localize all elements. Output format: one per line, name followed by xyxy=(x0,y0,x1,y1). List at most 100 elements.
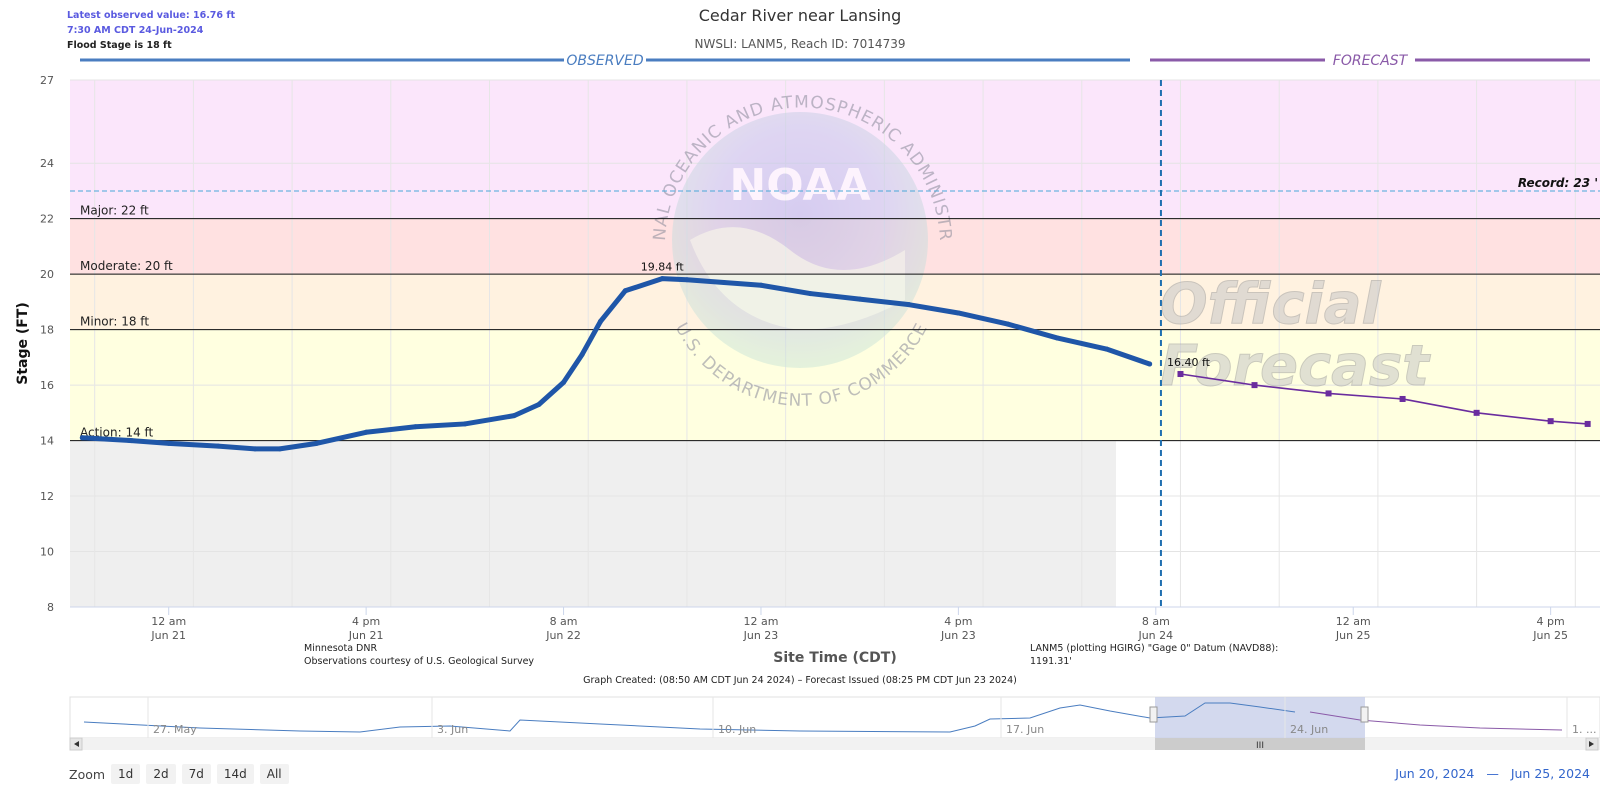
observed-point xyxy=(166,440,172,446)
x-tick-label: 8 am xyxy=(550,615,578,628)
graph-created-note: Graph Created: (08:50 AM CDT Jun 24 2024… xyxy=(583,675,1017,686)
x-tick-label: 12 am xyxy=(151,615,186,628)
y-tick-label: 27 xyxy=(40,74,54,87)
y-tick-label: 14 xyxy=(40,435,54,448)
latest-time: 7:30 AM CDT 24-Jun-2024 xyxy=(67,25,204,36)
navigator-date-label: 24. Jun xyxy=(1290,723,1328,736)
observed-point xyxy=(758,282,764,288)
scroll-right-icon[interactable] xyxy=(1589,741,1594,747)
observed-point xyxy=(906,302,912,308)
y-tick-label: 22 xyxy=(40,213,54,226)
navigator-date-label: 10. Jun xyxy=(718,723,756,736)
x-tick-date-label: Jun 25 xyxy=(1532,629,1568,642)
section-headers: OBSERVED FORECAST xyxy=(80,50,1590,70)
observed-point xyxy=(79,435,85,441)
forecast-point xyxy=(1325,390,1332,397)
zoom-label: Zoom xyxy=(69,766,106,782)
below-action-band xyxy=(70,440,1116,607)
zoom-controls: Zoom 1d 2d 7d 14d All xyxy=(69,764,289,784)
navigator-date-label: 17. Jun xyxy=(1006,723,1044,736)
x-tick-date-label: Jun 22 xyxy=(545,629,581,642)
zoom-2d-button[interactable]: 2d xyxy=(146,764,176,784)
observed-point xyxy=(857,296,863,302)
observed-point xyxy=(462,421,468,427)
record-label: Record: 23 ' xyxy=(1518,176,1598,190)
navigator-scrollbar-thumb[interactable] xyxy=(1155,738,1365,750)
threshold-label-minor: Minor: 18 ft xyxy=(80,315,149,329)
datum-line-2: 1191.31' xyxy=(1030,656,1072,667)
observed-point xyxy=(412,424,418,430)
scroll-left-icon[interactable] xyxy=(74,741,79,747)
threshold-label-moderate: Moderate: 20 ft xyxy=(80,259,173,273)
date-range: Jun 20, 2024 — Jun 25, 2024 xyxy=(1391,766,1594,781)
x-tick-date-label: Jun 25 xyxy=(1335,629,1371,642)
data-label: 19.84 ft xyxy=(641,261,685,274)
observed-point xyxy=(955,310,961,316)
y-tick-label: 8 xyxy=(47,601,54,614)
forecast-label-bg xyxy=(1325,50,1415,70)
series-line-observed xyxy=(79,276,1153,452)
forecast-point xyxy=(1473,409,1480,416)
x-tick-label: 4 pm xyxy=(352,615,380,628)
x-tick-label: 8 am xyxy=(1142,615,1170,628)
chart-title: Cedar River near Lansing xyxy=(698,6,902,25)
observed-point xyxy=(1103,346,1109,352)
x-tick-date-label: Jun 21 xyxy=(348,629,384,642)
navigator[interactable]: 27. May 3. Jun 10. Jun 17. Jun 24. Jun 1. ...… xyxy=(69,696,1600,751)
x-tick-date-label: Jun 23 xyxy=(743,629,779,642)
official-forecast-watermark: Official Forecast xyxy=(1160,272,1432,400)
navigator-scrollbar-track[interactable] xyxy=(70,738,1600,750)
forecast-point xyxy=(1251,382,1258,389)
range-to[interactable]: Jun 25, 2024 xyxy=(1510,766,1590,781)
navigator-right-handle[interactable] xyxy=(1360,706,1369,723)
scrollbar-grip-icon[interactable]: III xyxy=(1256,741,1264,751)
navigator-selection[interactable] xyxy=(1155,697,1365,738)
observed-point xyxy=(129,438,135,444)
navigator-forecast-line xyxy=(1309,711,1563,731)
credits: Minnesota DNR Observations courtesy of U… xyxy=(304,642,534,668)
y-tick-label: 12 xyxy=(40,490,54,503)
x-tick-date-label: Jun 24 xyxy=(1137,629,1173,642)
navigator-date-label: 1. ... xyxy=(1572,723,1596,736)
x-axis-title: Site Time (CDT) xyxy=(773,650,897,666)
y-axis-title: Stage (FT) xyxy=(15,302,31,385)
observed-label-bg xyxy=(564,50,646,70)
observed-point xyxy=(684,277,690,283)
observed-point xyxy=(721,279,727,285)
navigator-date-label: 27. May xyxy=(153,723,197,736)
observed-point xyxy=(659,276,665,282)
official-text: Official xyxy=(1160,272,1381,337)
x-tick-label: 4 pm xyxy=(1537,615,1565,628)
observed-point xyxy=(622,288,628,294)
observed-point xyxy=(252,446,258,452)
y-tick-label: 10 xyxy=(40,546,54,559)
observed-point xyxy=(807,291,813,297)
observed-point xyxy=(1147,361,1153,367)
forecast-point xyxy=(1584,420,1591,427)
y-tick-label: 16 xyxy=(40,379,54,392)
range-from[interactable]: Jun 20, 2024 xyxy=(1395,766,1475,781)
x-tick-date-label: Jun 23 xyxy=(940,629,976,642)
flood-stage-note: Flood Stage is 18 ft xyxy=(67,40,172,51)
threshold-label-major: Major: 22 ft xyxy=(80,204,149,218)
y-tick-label: 18 xyxy=(40,324,54,337)
zoom-all-button[interactable]: All xyxy=(259,764,289,784)
observed-point xyxy=(314,440,320,446)
series-layer xyxy=(79,276,1591,452)
datum-line-1: LANM5 (plotting HGIRG) "Gage 0" Datum (N… xyxy=(1030,643,1279,654)
credit-line-1: Minnesota DNR xyxy=(304,643,378,654)
datum-info: LANM5 (plotting HGIRG) "Gage 0" Datum (N… xyxy=(1030,642,1300,668)
zoom-7d-button[interactable]: 7d xyxy=(181,764,211,784)
x-tick-label: 12 am xyxy=(743,615,778,628)
threshold-lines: Action: 14 ft Minor: 18 ft Moderate: 20 ft… xyxy=(70,80,1600,607)
zoom-1d-button[interactable]: 1d xyxy=(111,764,141,784)
observed-label: OBSERVED xyxy=(566,53,644,69)
navigator-left-handle[interactable] xyxy=(1149,706,1158,723)
zoom-14d-button[interactable]: 14d xyxy=(216,764,254,784)
latest-value: Latest observed value: 16.76 ft xyxy=(67,10,236,21)
forecast-point xyxy=(1177,371,1184,378)
y-tick-label: 20 xyxy=(40,268,54,281)
noaa-logo-gull xyxy=(690,227,905,330)
